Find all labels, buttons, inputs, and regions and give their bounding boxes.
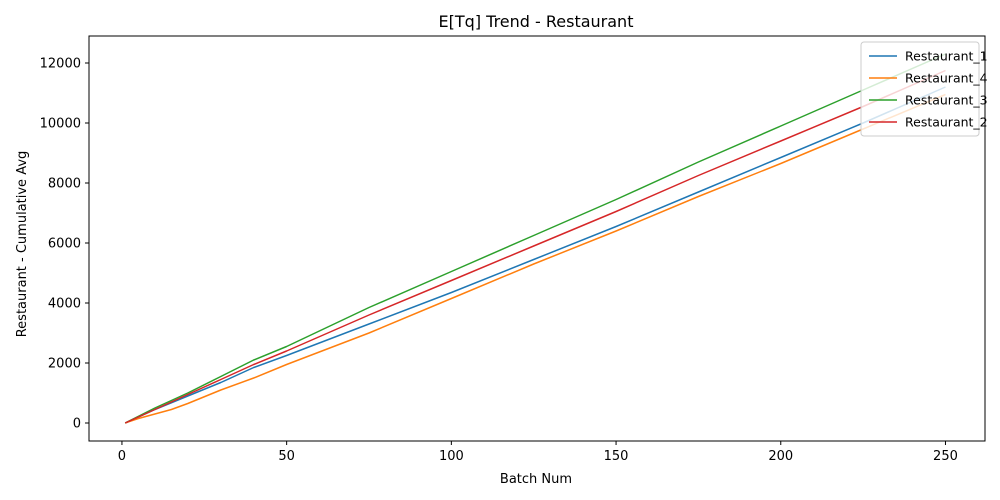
legend-label: Restaurant_4 [905, 71, 988, 86]
y-tick-label: 6000 [48, 237, 81, 252]
series-line-restaurant-2 [124, 69, 946, 424]
x-axis: 0 50 100 150 200 250 [118, 441, 958, 464]
y-tick-label: 2000 [48, 357, 81, 372]
x-tick-label: 250 [933, 449, 958, 464]
y-axis-label: Restaurant - Cumulative Avg [15, 151, 30, 338]
plot-frame [88, 35, 986, 442]
x-tick-label: 0 [118, 449, 126, 464]
chart-title: E[Tq] Trend - Restaurant [439, 12, 634, 31]
legend-label: Restaurant_2 [905, 115, 988, 130]
x-tick-label: 50 [278, 449, 295, 464]
y-tick-label: 10000 [40, 117, 81, 132]
x-tick-label: 100 [439, 449, 464, 464]
x-tick-label: 200 [768, 449, 793, 464]
legend-box [860, 41, 980, 137]
x-tick-label: 150 [604, 449, 629, 464]
series-line-restaurant-3 [124, 53, 946, 424]
series-line-restaurant-1 [124, 86, 946, 424]
y-tick-label: 8000 [48, 177, 81, 192]
legend-label: Restaurant_1 [905, 49, 988, 64]
y-axis: 0 2000 4000 6000 8000 10000 12000 [40, 57, 89, 432]
x-axis-label: Batch Num [500, 472, 572, 487]
legend-label: Restaurant_3 [905, 93, 988, 108]
legend: Restaurant_1 Restaurant_4 Restaurant_3 Rest… [860, 41, 988, 137]
plot-area [124, 53, 946, 424]
series-line-restaurant-4 [124, 93, 946, 424]
y-tick-label: 12000 [40, 57, 81, 72]
y-tick-label: 0 [73, 417, 81, 432]
y-tick-label: 4000 [48, 297, 81, 312]
